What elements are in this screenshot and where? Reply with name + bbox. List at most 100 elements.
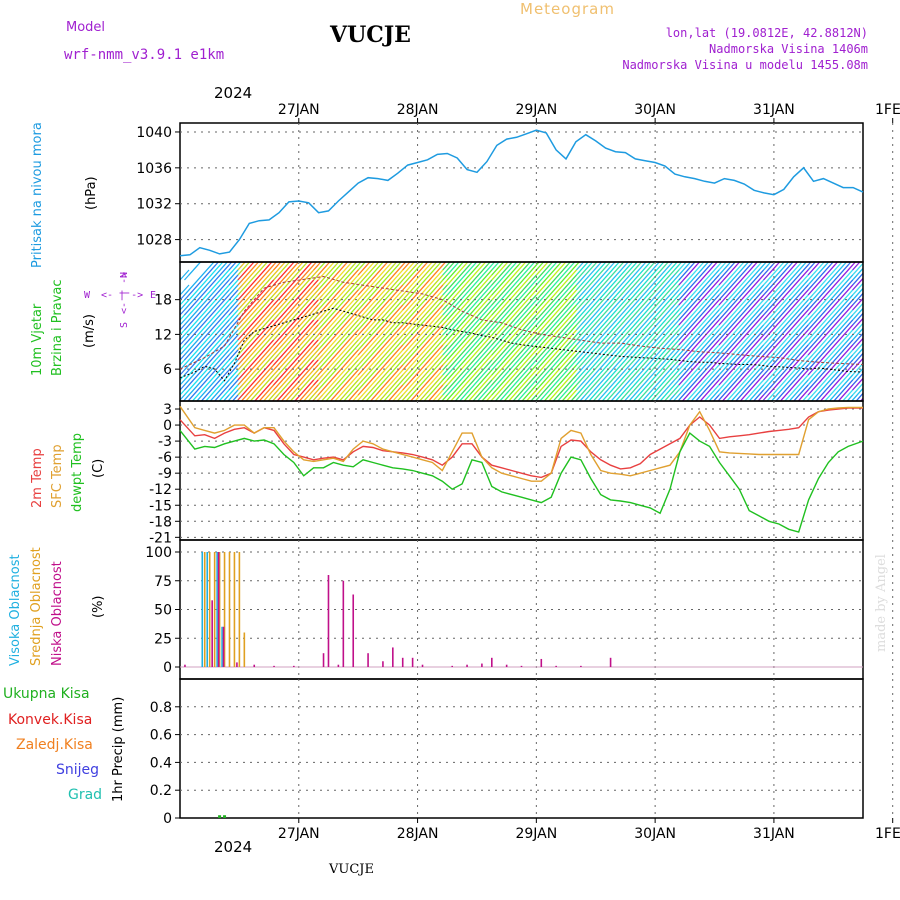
day-label-bottom: 28JAN — [397, 826, 439, 842]
y-tick-label: 0.6 — [150, 728, 172, 744]
wind-arrow — [491, 262, 500, 271]
y-tick-label: 0 — [163, 811, 172, 827]
wind-arrow — [682, 262, 692, 271]
wind-arrow — [785, 262, 794, 271]
wind-arrow — [228, 262, 238, 271]
wind-arrow — [442, 262, 451, 271]
wind-arrow — [406, 262, 416, 271]
wind-arrow — [660, 262, 670, 271]
wind-arrow — [189, 270, 198, 280]
day-label-top: 1FEB — [875, 102, 900, 118]
temp-sfc-line — [179, 405, 863, 482]
panel-frame-2 — [179, 400, 864, 541]
y-tick-label: 1036 — [136, 161, 172, 177]
wind-arrow — [393, 262, 402, 271]
y-tick-label: 0.4 — [150, 755, 172, 771]
y-tick-label: 1032 — [136, 197, 172, 213]
wind-legend-west: W — [84, 290, 91, 301]
wind-arrow — [718, 262, 727, 271]
wind-arrow — [295, 262, 304, 271]
wind-arrow — [206, 262, 215, 271]
wind-arrow — [535, 262, 545, 271]
wind-arrow — [776, 262, 785, 271]
wind-arrow — [286, 262, 295, 271]
wind-arrow — [624, 262, 634, 271]
wind-arrow — [798, 262, 808, 271]
station-altitude: Nadmorska Visina 1406m — [709, 42, 868, 56]
temp-dewpt-line — [179, 429, 864, 533]
wind-arrow — [709, 262, 719, 271]
y-tick-label: -6 — [158, 450, 172, 466]
wind-arrow — [215, 262, 224, 271]
wind-arrow — [856, 262, 863, 271]
day-label-bottom: 29JAN — [515, 826, 557, 842]
wind-arrow — [736, 262, 745, 271]
wind-legend-east: E — [150, 290, 157, 301]
wind-arrow — [518, 262, 527, 271]
wind-arrow — [838, 262, 848, 271]
pressure-line — [179, 129, 864, 257]
y-tick-label: 0.8 — [150, 700, 172, 716]
wind-arrow — [834, 262, 843, 271]
wind-arrow — [348, 262, 358, 271]
station-title: VUCJE — [330, 22, 411, 48]
wind-arrow — [437, 262, 447, 271]
wind-arrow — [379, 262, 389, 271]
wind-arrow — [714, 262, 723, 271]
wind-arrow — [189, 275, 198, 285]
precip-bar — [218, 815, 222, 818]
wind-arrow — [553, 262, 563, 271]
wind-arrow — [308, 262, 318, 271]
wind-arrow — [673, 262, 683, 271]
wind-arrow — [758, 262, 768, 271]
wind-arrow — [656, 262, 665, 271]
wind-arrow — [366, 262, 376, 271]
wind-arrow — [495, 262, 505, 271]
wind-arrow — [678, 262, 687, 271]
wind-arrow — [486, 262, 496, 271]
wind-arrow — [464, 262, 474, 271]
day-label-top: 27JAN — [278, 102, 320, 118]
wind-arrow — [633, 262, 643, 271]
wind-arrow — [669, 262, 678, 271]
wind-arrow — [820, 262, 830, 271]
wind-arrow — [192, 262, 202, 271]
wind-arrow — [580, 262, 589, 271]
y-tick-label: 25 — [154, 631, 172, 647]
wind-arrow — [446, 262, 456, 271]
model-altitude: Nadmorska Visina u modelu 1455.08m — [622, 58, 868, 72]
wind-arrow — [388, 262, 398, 271]
wind-arrow — [397, 262, 407, 271]
wind-arrow — [780, 262, 790, 271]
wind-arrow — [353, 262, 362, 271]
wind-arrow — [526, 262, 536, 271]
panel-frame-3 — [179, 539, 864, 680]
wind-arrow — [210, 262, 220, 271]
wind-arrow — [593, 262, 603, 271]
y-tick-label: 1040 — [136, 125, 172, 141]
wind-arrow — [584, 262, 594, 271]
y-tick-label: 0.2 — [150, 783, 172, 799]
y-tick-label: -3 — [158, 434, 172, 450]
wind-arrow — [700, 262, 710, 271]
meteogram-title: Meteogram — [520, 0, 615, 18]
wind-arrow — [322, 262, 331, 271]
wind-arrow — [273, 262, 282, 271]
wind-arrow — [562, 262, 572, 271]
wind-arrow — [250, 262, 260, 271]
wind-arrow — [451, 262, 460, 271]
wind-arrow — [504, 262, 514, 271]
wind-arrow — [268, 262, 278, 271]
precip-legend-hail: Grad — [68, 787, 103, 803]
year-label-bottom: 2024 — [214, 838, 253, 856]
wind-arrow — [344, 262, 353, 271]
precip-legend-total: Ukupna Kisa — [3, 686, 90, 702]
day-label-top: 30JAN — [634, 102, 676, 118]
wind-arrow — [571, 262, 580, 271]
wind-arrow — [589, 262, 598, 271]
wind-arrow — [638, 262, 647, 271]
wind-arrow — [180, 269, 190, 281]
wind-arrow — [473, 262, 482, 271]
wind-arrow — [290, 262, 300, 271]
wind-legend-horizontal: <- | -> — [101, 290, 144, 301]
